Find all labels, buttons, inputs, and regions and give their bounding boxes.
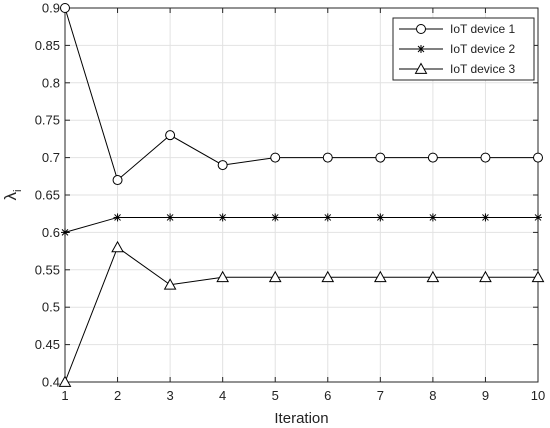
data-point	[166, 213, 175, 222]
data-point	[217, 160, 228, 171]
x-tick-label: 7	[377, 388, 384, 403]
y-tick-label: 0.6	[42, 225, 60, 240]
legend-entry: IoT device 3	[399, 62, 515, 76]
legend-marker	[417, 45, 425, 53]
legend: IoT device 1 IoT device 2 IoT device 3	[392, 17, 535, 81]
data-point	[58, 375, 72, 387]
data-point	[533, 152, 543, 163]
data-point	[113, 213, 122, 222]
marker-stroke	[376, 214, 384, 221]
y-tick-label: 0.4	[42, 375, 60, 390]
x-tick-label: 3	[166, 388, 173, 403]
data-point	[531, 270, 545, 283]
data-point	[323, 213, 332, 222]
data-point	[112, 175, 123, 186]
y-axis-title: λi	[1, 190, 24, 201]
data-point	[373, 270, 387, 283]
y-tick-label: 0.5	[42, 300, 60, 315]
data-point	[480, 152, 491, 163]
marker-stroke	[61, 229, 69, 236]
data-point	[270, 152, 281, 163]
x-tick-label: 8	[429, 388, 436, 403]
y-axis-title-main: λ	[1, 191, 20, 200]
data-point	[268, 270, 282, 283]
marker-stroke	[534, 214, 542, 221]
legend-marker	[416, 24, 426, 34]
marker-stroke	[271, 214, 279, 221]
marker-stroke	[482, 214, 489, 221]
x-tick-label: 9	[482, 388, 489, 403]
legend-marker	[414, 62, 428, 74]
data-point	[375, 152, 386, 163]
series-group	[58, 3, 545, 387]
marker-stroke	[417, 45, 425, 53]
x-tick-label: 1	[61, 388, 68, 403]
data-point	[271, 213, 280, 222]
x-axis-title: Iteration	[274, 410, 328, 427]
data-point	[61, 228, 69, 237]
y-tick-label: 0.65	[35, 188, 60, 203]
y-tick-label: 0.85	[35, 38, 60, 53]
legend-label: IoT device 3	[450, 62, 515, 76]
marker-stroke	[219, 214, 227, 221]
legend-entry: IoT device 2	[399, 42, 515, 56]
series-3	[58, 240, 545, 387]
marker-stroke	[429, 214, 437, 221]
data-point	[165, 130, 176, 141]
data-point	[426, 270, 440, 283]
data-point	[428, 213, 437, 222]
x-tick-label: 10	[531, 388, 545, 403]
data-point	[427, 152, 438, 163]
x-tick-label: 6	[324, 388, 331, 403]
data-point	[218, 213, 227, 222]
series-1	[60, 3, 543, 186]
series-line	[64, 246, 538, 383]
y-axis-title-sub: i	[12, 190, 24, 192]
series-line	[64, 7, 538, 181]
data-point	[216, 270, 230, 283]
series-line	[64, 216, 538, 233]
data-point	[163, 278, 177, 290]
legend-label: IoT device 2	[450, 42, 515, 56]
y-tick-label: 0.9	[42, 1, 60, 16]
x-tick-label: 2	[114, 388, 121, 403]
x-tick-label: 5	[272, 388, 279, 403]
data-point	[321, 270, 335, 283]
legend-entry: IoT device 1	[399, 22, 515, 36]
y-tick-label: 0.8	[42, 75, 60, 90]
data-point	[534, 213, 542, 222]
y-tick-label: 0.55	[35, 262, 60, 277]
data-point	[322, 152, 333, 163]
marker-stroke	[324, 214, 332, 221]
data-point	[479, 270, 492, 283]
x-tick-label: 4	[219, 388, 226, 403]
data-point	[481, 213, 490, 222]
marker-stroke	[114, 214, 121, 221]
legend-label: IoT device 1	[450, 22, 515, 36]
y-tick-label: 0.45	[35, 337, 60, 352]
data-point	[111, 240, 124, 253]
series-2	[61, 213, 542, 237]
y-tick-label: 0.7	[42, 150, 60, 165]
y-tick-label: 0.75	[35, 113, 60, 128]
marker-stroke	[166, 214, 174, 221]
data-point	[376, 213, 385, 222]
data-point	[60, 3, 70, 13]
